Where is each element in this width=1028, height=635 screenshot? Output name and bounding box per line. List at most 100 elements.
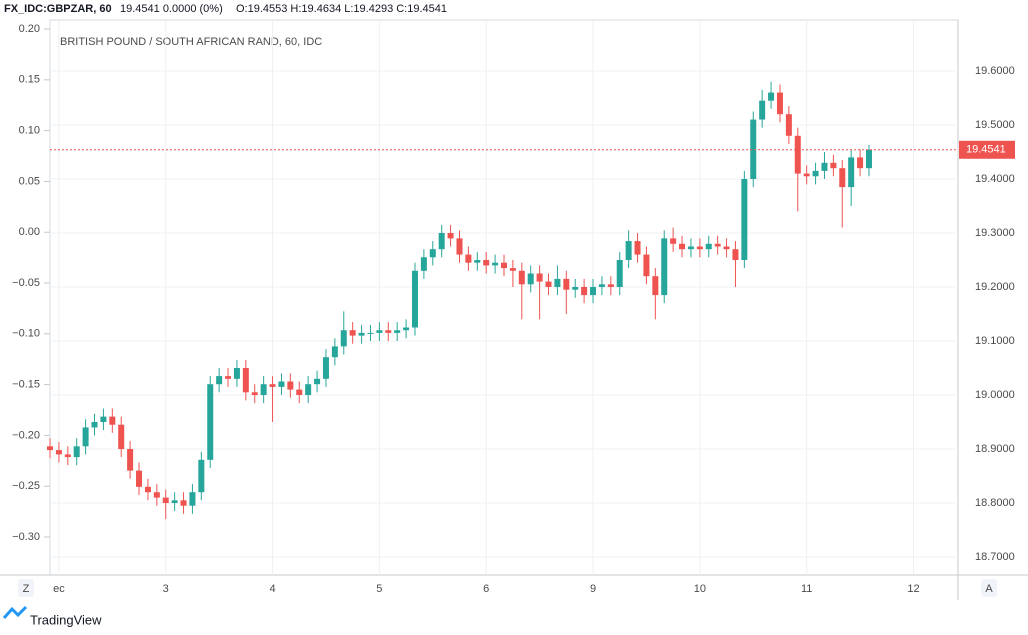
candle-body <box>714 243 721 247</box>
candle-body <box>643 254 650 277</box>
candle-body <box>91 422 98 428</box>
zoom-button-label[interactable]: Z <box>23 583 30 595</box>
candle-body <box>287 381 294 390</box>
candle-body <box>625 241 632 260</box>
y2-tick-label: −0.20 <box>12 429 40 441</box>
candle-body <box>198 459 205 493</box>
candle-body <box>741 178 748 260</box>
candle-body <box>527 273 534 285</box>
candle-body <box>865 149 872 169</box>
candle-body <box>447 232 454 239</box>
candle-body <box>349 330 356 336</box>
y-tick-label: 19.5000 <box>975 119 1015 131</box>
candle-body <box>100 416 107 423</box>
candle-body <box>768 92 775 101</box>
candle-body <box>216 376 223 385</box>
candle-body <box>225 376 232 379</box>
candle-body <box>180 500 187 506</box>
candle-body <box>429 249 436 258</box>
y-tick-label: 19.2000 <box>975 281 1015 293</box>
candle-body <box>260 384 267 396</box>
candle-body <box>251 392 258 396</box>
candle-body <box>136 470 143 487</box>
candle-body <box>785 114 792 136</box>
y2-tick-label: −0.10 <box>12 328 40 340</box>
candle-body <box>581 286 588 296</box>
candle-body <box>518 270 525 285</box>
y2-tick-label: 0.15 <box>19 74 40 86</box>
y2-tick-label: −0.25 <box>12 480 40 492</box>
candle-body <box>55 450 62 455</box>
x-tick-label: 11 <box>801 583 812 595</box>
candle-body <box>127 449 134 471</box>
candle-body <box>322 357 329 379</box>
candle-body <box>705 243 712 250</box>
ohlc-header: O:19.4553 H:19.4634 L:19.4293 C:19.4541 <box>236 3 447 15</box>
brand-name[interactable]: TradingView <box>30 612 102 627</box>
x-tick-label: 3 <box>163 583 169 595</box>
candle-body <box>732 249 739 260</box>
candle-body <box>358 332 365 336</box>
candle-body <box>750 119 757 179</box>
candle-body <box>492 262 499 266</box>
candle-body <box>590 286 597 296</box>
candle-body <box>385 330 392 333</box>
candle-body <box>474 259 481 263</box>
candle-body <box>536 273 543 282</box>
candle-body <box>563 278 570 290</box>
candle-body <box>207 384 214 460</box>
y2-tick-label: 0.05 <box>19 175 40 187</box>
auto-button-label[interactable]: A <box>985 583 993 595</box>
x-tick-label: 4 <box>269 583 275 595</box>
candle-body <box>403 327 410 331</box>
candle-body <box>812 170 819 177</box>
candle-body <box>687 246 694 250</box>
y-tick-label: 18.7000 <box>975 551 1015 563</box>
x-tick-label: 5 <box>376 583 382 595</box>
candle-body <box>47 446 53 451</box>
y-tick-label: 19.0000 <box>975 389 1015 401</box>
candle-body <box>572 286 579 290</box>
candle-body <box>545 281 552 287</box>
candle-body <box>723 246 730 250</box>
candle-body <box>305 384 312 396</box>
candle-body <box>438 232 445 250</box>
brand-logo[interactable] <box>2 605 28 619</box>
candle-body <box>616 259 623 287</box>
y2-tick-label: 0.10 <box>19 125 40 137</box>
y-tick-label: 19.4000 <box>975 173 1015 185</box>
candle-body <box>162 497 169 504</box>
candle-body <box>652 276 659 296</box>
candle-body <box>821 162 828 171</box>
candle-body <box>554 278 561 287</box>
candle-body <box>153 492 160 498</box>
candle-body <box>509 268 516 271</box>
candle-body <box>696 246 703 250</box>
candle-body <box>73 446 80 458</box>
y2-tick-label: −0.30 <box>12 531 40 543</box>
candle-body <box>109 416 116 425</box>
candle-body <box>803 173 810 177</box>
zoom-button[interactable] <box>18 579 34 597</box>
y2-tick-label: 0.00 <box>19 226 40 238</box>
candle-body <box>64 454 71 458</box>
x-tick-label: 12 <box>907 583 919 595</box>
candle-body <box>661 238 668 296</box>
y2-tick-label: −0.15 <box>12 379 40 391</box>
y2-tick-label: 0.20 <box>19 23 40 35</box>
candle-body <box>394 330 401 333</box>
candle-body <box>233 368 240 379</box>
candle-body <box>501 262 507 269</box>
y-tick-label: 18.9000 <box>975 443 1015 455</box>
auto-button[interactable] <box>981 579 997 597</box>
candle-body <box>483 259 490 266</box>
candle-body <box>830 162 837 169</box>
chart-title: BRITISH POUND / SOUTH AFRICAN RAND, 60, … <box>60 36 322 48</box>
candle-body <box>269 384 276 387</box>
candle-body <box>598 284 605 287</box>
candle-body <box>776 92 783 115</box>
candle-body <box>314 378 321 385</box>
x-tick-label: 6 <box>483 583 489 595</box>
